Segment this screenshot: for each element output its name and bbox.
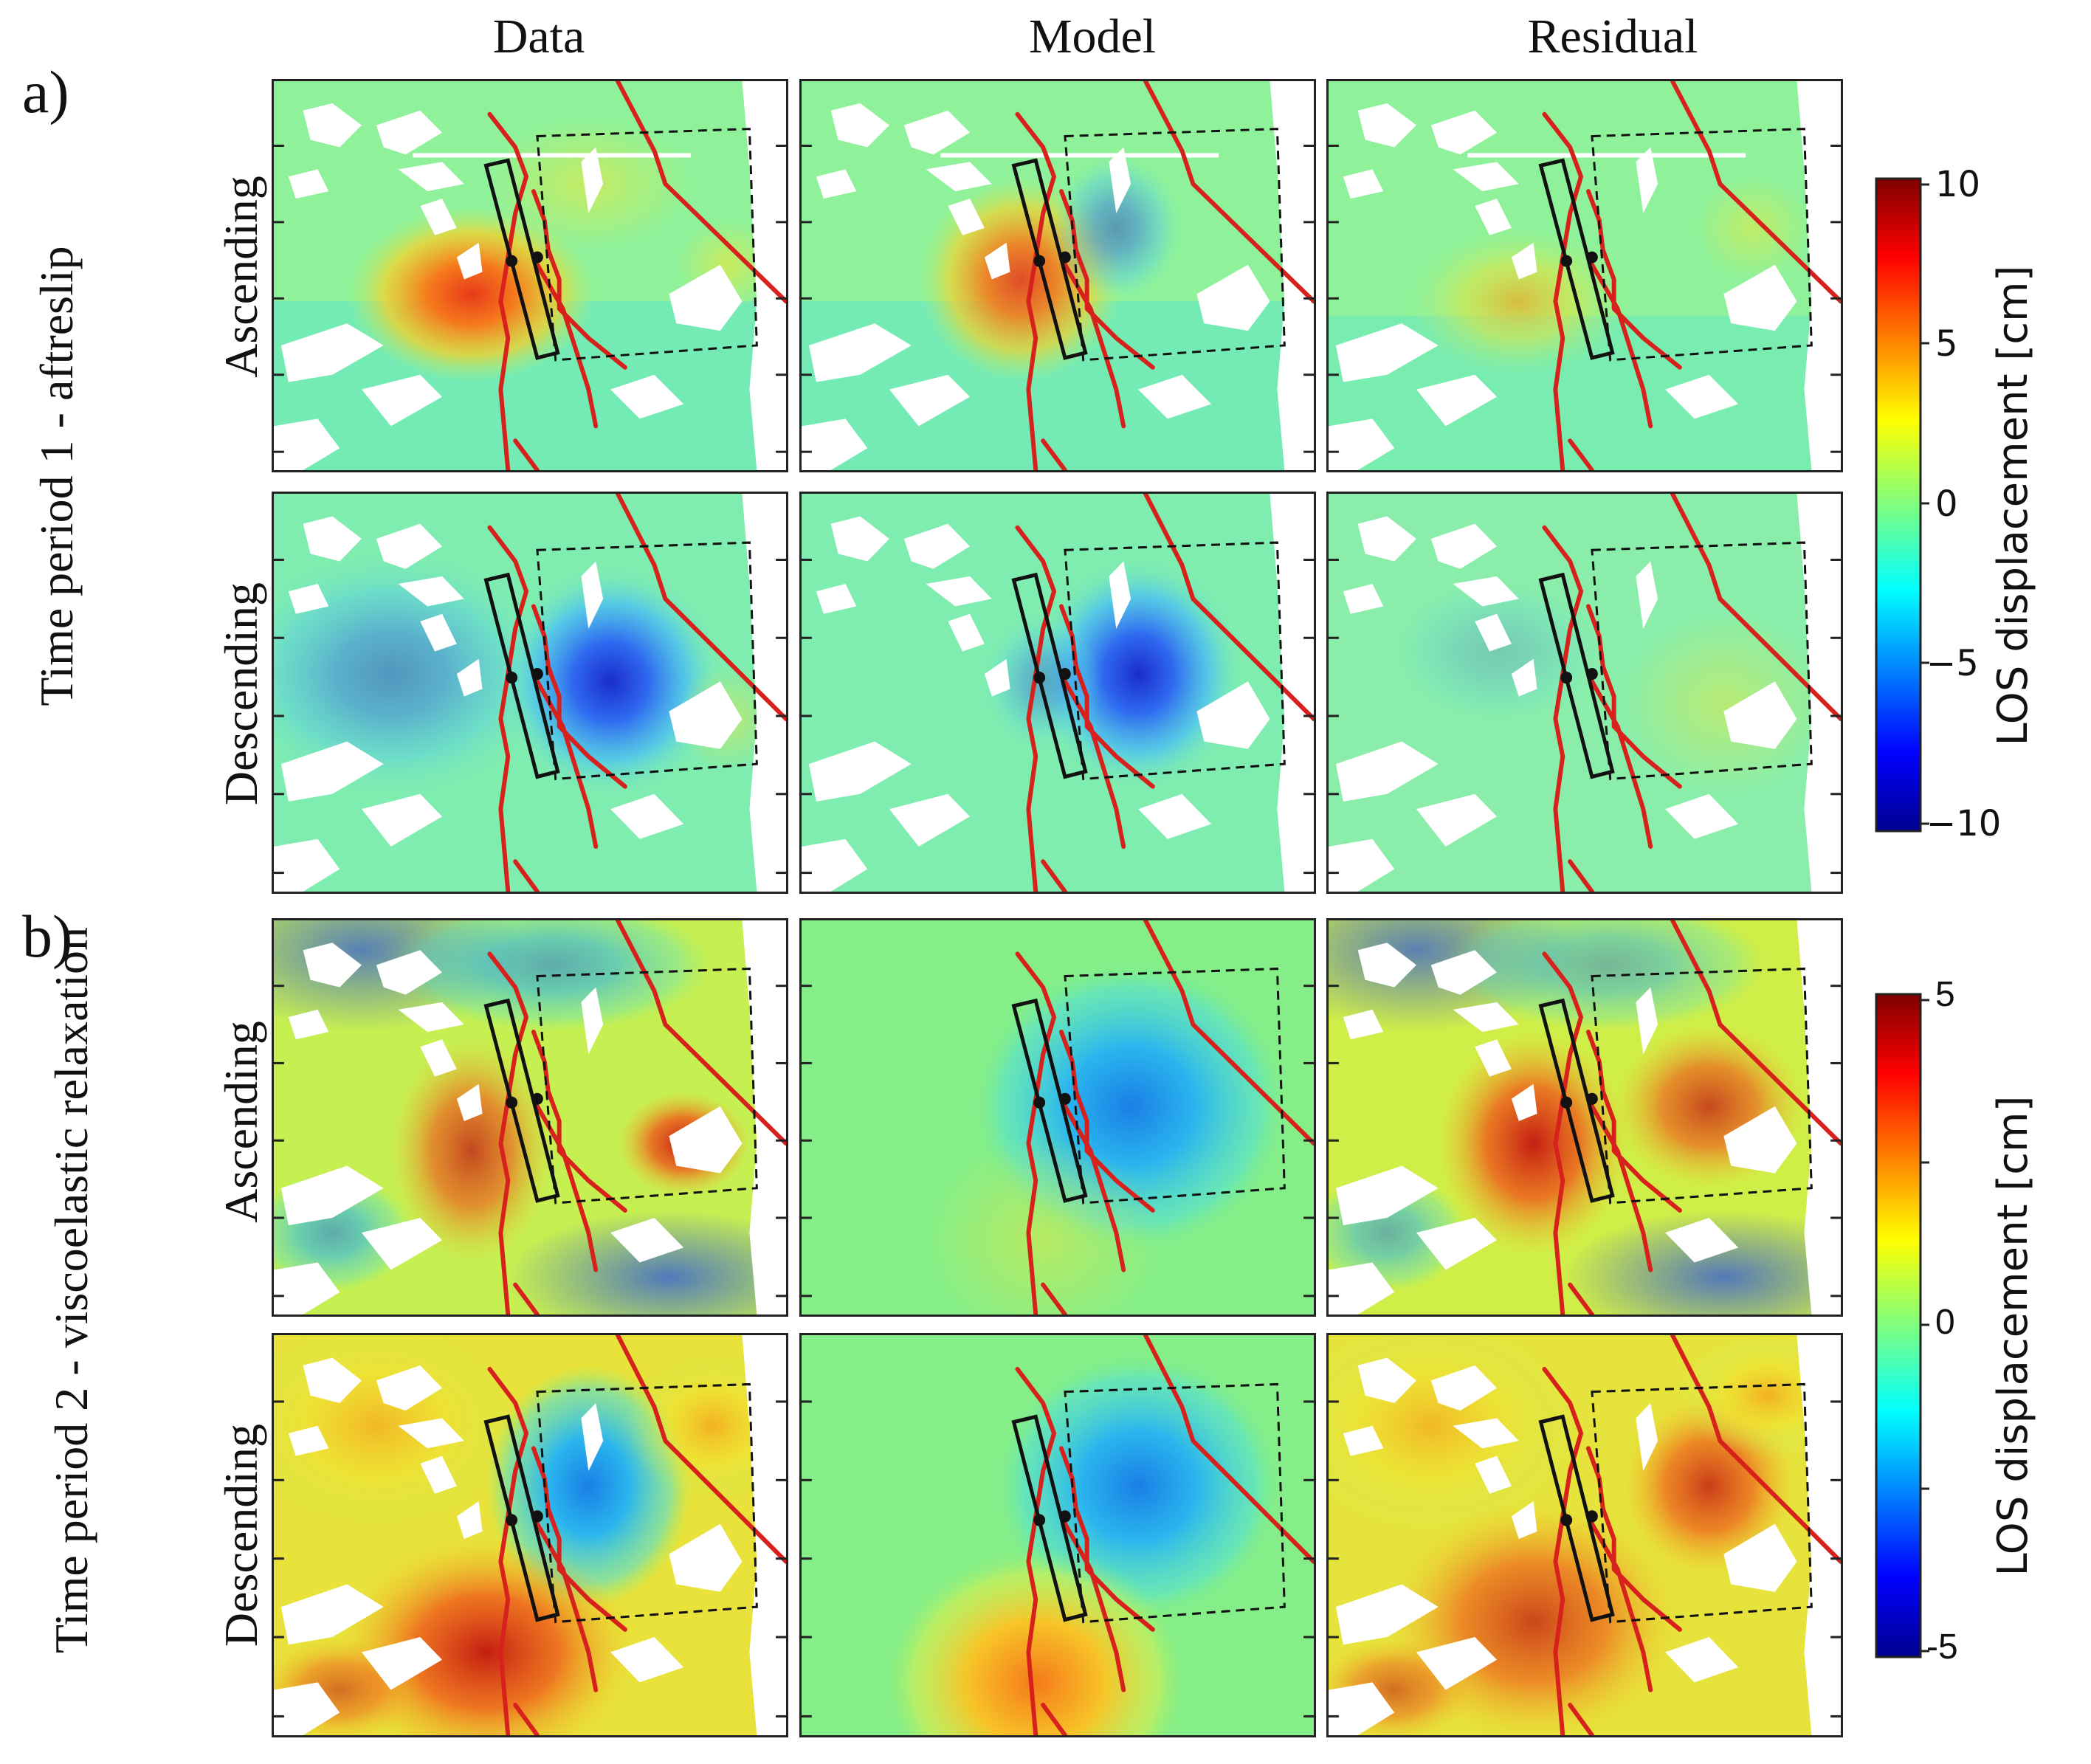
panel-a-descending-data <box>272 492 788 894</box>
row-label-descending-2: Descending <box>215 1423 267 1647</box>
panel-a-ascending-model <box>799 79 1316 472</box>
colorbar-top-tick-0: 0 <box>1935 483 1958 525</box>
colorbar-top-title: LOS displacement [cm] <box>1989 265 2037 746</box>
column-title-residual: Residual <box>1527 10 1698 63</box>
row-label-ascending-2: Ascending <box>215 1021 267 1223</box>
panel-b-ascending-data <box>272 918 788 1317</box>
period-2-label: Time period 2 - viscoelastic relaxation <box>45 926 97 1653</box>
panel-a-ascending-data <box>272 79 788 472</box>
panel-a-ascending-residual <box>1326 79 1843 472</box>
period-1-label: Time period 1 - aftreslip <box>30 246 83 706</box>
colorbar-top <box>1875 177 1929 833</box>
colorbar-bottom-title: LOS displacement [cm] <box>1989 1095 2037 1577</box>
panel-a-descending-model <box>799 492 1316 894</box>
row-label-descending-1: Descending <box>215 582 267 806</box>
colorbar-bottom <box>1875 993 1929 1658</box>
panel-b-descending-residual <box>1326 1333 1843 1737</box>
panel-b-ascending-residual <box>1326 918 1843 1317</box>
colorbar-top-tick-minus10: −10 <box>1926 803 2002 844</box>
colorbar-top-tick-minus5: −5 <box>1926 643 1979 684</box>
panel-b-descending-data <box>272 1333 788 1737</box>
colorbar-bottom-tick-5: 5 <box>1935 975 1955 1014</box>
row-label-ascending-1: Ascending <box>215 176 267 378</box>
colorbar-top-tick-5: 5 <box>1935 323 1958 365</box>
part-label-a: a) <box>22 58 69 125</box>
colorbar-top-tick-10: 10 <box>1935 164 1981 205</box>
panel-b-ascending-model <box>799 918 1316 1317</box>
colorbar-bottom-tick-minus5: -5 <box>1926 1627 1958 1667</box>
panel-a-descending-residual <box>1326 492 1843 894</box>
column-title-data: Data <box>492 10 585 63</box>
colorbar-bottom-tick-0: 0 <box>1935 1303 1955 1342</box>
panel-b-descending-model <box>799 1333 1316 1737</box>
part-label-b: b) <box>22 903 73 970</box>
column-title-model: Model <box>1028 10 1157 63</box>
